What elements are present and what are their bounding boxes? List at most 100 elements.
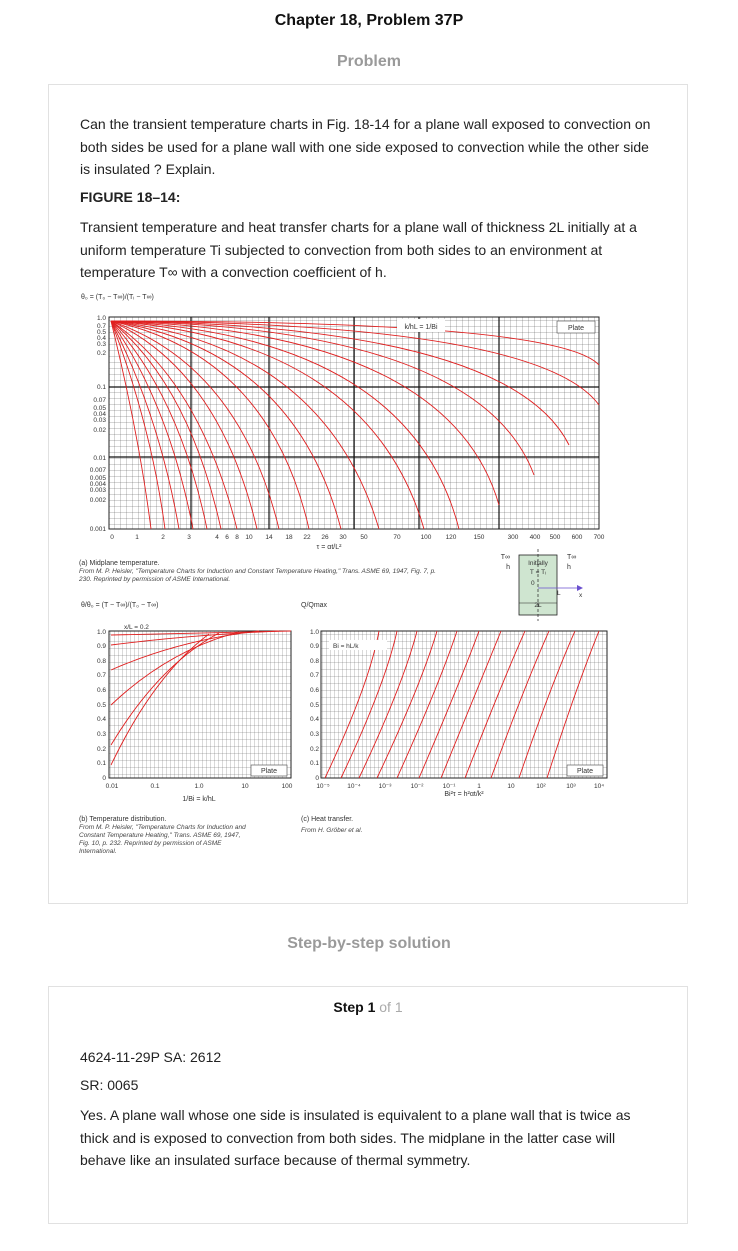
svg-text:0.03: 0.03 [93,417,106,424]
problem-heading: Problem [336,53,401,70]
svg-text:0: 0 [531,580,535,587]
chart-b-caption: (b) Temperature distribution. [79,816,166,823]
chart-c-bi-label: Bi = hL/k [333,643,359,650]
svg-text:10⁻⁵: 10⁻⁵ [316,783,330,790]
svg-text:26: 26 [321,534,329,541]
svg-text:14: 14 [265,534,273,541]
solution-answer: Yes. A plane wall whose one side is insu… [80,1107,631,1168]
chart-b-y-label: θ/θ₀ = (T − T∞)/(T₀ − T∞) [81,602,158,609]
svg-text:Initially: Initially [528,560,549,567]
svg-text:1: 1 [135,534,139,541]
svg-text:1.0: 1.0 [310,629,319,636]
svg-text:0.003: 0.003 [90,487,107,494]
chart-a-midplane-temperature: θ₀ = (T₀ − T∞)/(Tᵢ − T∞) [79,294,605,583]
plane-wall-diagram: T∞ h T∞ h Initially T = Tᵢ 0 L x 2L [501,549,583,621]
svg-text:1.0: 1.0 [97,629,106,636]
chart-a-y-label: θ₀ = (T₀ − T∞)/(Tᵢ − T∞) [81,294,154,301]
chart-a-caption: (a) Midplane temperature. [79,560,160,567]
chapter-title: Chapter 18, Problem 37P [274,12,464,29]
figure-18-14: θ₀ = (T₀ − T∞)/(Tᵢ − T∞) [79,285,609,875]
svg-text:0.1: 0.1 [310,760,319,767]
svg-text:0.4: 0.4 [97,335,106,342]
svg-text:0.6: 0.6 [97,687,106,694]
svg-text:0.3: 0.3 [310,731,319,738]
svg-text:1.0: 1.0 [97,315,106,322]
svg-text:0.007: 0.007 [90,467,107,474]
svg-text:0.5: 0.5 [97,702,106,709]
svg-text:T∞: T∞ [567,554,576,561]
step-label: Step 1 [333,999,376,1015]
svg-text:30: 30 [339,534,347,541]
svg-text:0.01: 0.01 [106,783,119,790]
svg-text:100: 100 [282,783,293,790]
chart-b-x-over-l: x/L = 0.2 [124,624,149,631]
figure-description: Transient temperature and heat transfer … [80,219,637,280]
svg-text:700: 700 [594,534,605,541]
svg-text:10⁻⁴: 10⁻⁴ [347,783,361,790]
svg-text:10⁴: 10⁴ [594,783,604,790]
chart-a-credit: From M. P. Heisler, "Temperature Charts … [79,568,436,583]
chart-b-plate-tag: Plate [261,768,277,775]
svg-text:50: 50 [360,534,368,541]
svg-text:0: 0 [315,775,319,782]
svg-text:10: 10 [245,534,253,541]
svg-text:0.2: 0.2 [310,746,319,753]
svg-text:0.4: 0.4 [97,716,106,723]
solution-heading: Step-by-step solution [287,935,451,952]
svg-text:0.02: 0.02 [93,427,106,434]
svg-text:0.8: 0.8 [310,658,319,665]
svg-text:0.001: 0.001 [90,526,107,533]
svg-text:10⁻¹: 10⁻¹ [443,783,457,790]
svg-text:8: 8 [235,534,239,541]
svg-text:500: 500 [550,534,561,541]
step-title: Step 1 of 1 [49,999,687,1015]
problem-card: Can the transient temperature charts in … [48,84,688,904]
svg-text:100: 100 [421,534,432,541]
chart-a-ratio-label: k/hL = 1/Bi [404,324,437,331]
chart-b-credit: From M. P. Heisler, "Temperature Charts … [79,824,246,855]
svg-text:0.8: 0.8 [97,658,106,665]
svg-text:10: 10 [507,783,515,790]
chart-b-temperature-distribution: θ/θ₀ = (T − T∞)/(T₀ − T∞) 1.0 0.9 0.8 0.7 0… [79,602,293,855]
svg-text:22: 22 [303,534,311,541]
svg-text:0: 0 [102,775,106,782]
svg-text:18: 18 [285,534,293,541]
svg-text:h: h [506,564,510,571]
svg-text:4: 4 [215,534,219,541]
svg-text:70: 70 [393,534,401,541]
svg-text:10²: 10² [536,783,546,790]
svg-text:400: 400 [530,534,541,541]
svg-text:0.4: 0.4 [310,716,319,723]
svg-text:T∞: T∞ [501,554,510,561]
svg-text:10³: 10³ [566,783,576,790]
figure-18-14-svg: θ₀ = (T₀ − T∞)/(Tᵢ − T∞) [79,294,608,855]
svg-text:0.1: 0.1 [150,783,159,790]
chart-a-plate-tag: Plate [568,325,584,332]
chart-c-credit: From H. Gröber et al. [301,827,363,834]
svg-text:0.07: 0.07 [93,397,106,404]
svg-text:x: x [579,592,583,599]
svg-text:T = Tᵢ: T = Tᵢ [530,569,546,576]
svg-text:0.004: 0.004 [90,481,107,488]
chart-c-x-label: Bi²τ = h²αt/k² [444,791,484,798]
svg-text:0.2: 0.2 [97,350,106,357]
chart-a-x-label: τ = αt/L² [317,544,343,551]
chart-c-caption: (c) Heat transfer. [301,816,353,823]
svg-text:0.3: 0.3 [97,341,106,348]
svg-text:0.1: 0.1 [97,384,106,391]
solution-card: Step 1 of 1 4624-11-29P SA: 2612 SR: 006… [48,986,688,1224]
svg-text:6: 6 [225,534,229,541]
svg-text:0.7: 0.7 [97,672,106,679]
solution-line-2: SR: 0065 [80,1077,139,1093]
svg-text:10⁻²: 10⁻² [411,783,425,790]
svg-text:1: 1 [477,783,481,790]
svg-text:0.9: 0.9 [97,643,106,650]
svg-text:0.3: 0.3 [97,731,106,738]
svg-text:0: 0 [110,534,114,541]
svg-text:0.6: 0.6 [310,687,319,694]
svg-text:150: 150 [474,534,485,541]
problem-question: Can the transient temperature charts in … [80,116,651,177]
svg-text:0.2: 0.2 [97,746,106,753]
svg-text:0.002: 0.002 [90,497,107,504]
chart-c-heat-transfer: Q/Qmax 1.0 0.9 0.8 0.7 0.6 [301,602,608,834]
